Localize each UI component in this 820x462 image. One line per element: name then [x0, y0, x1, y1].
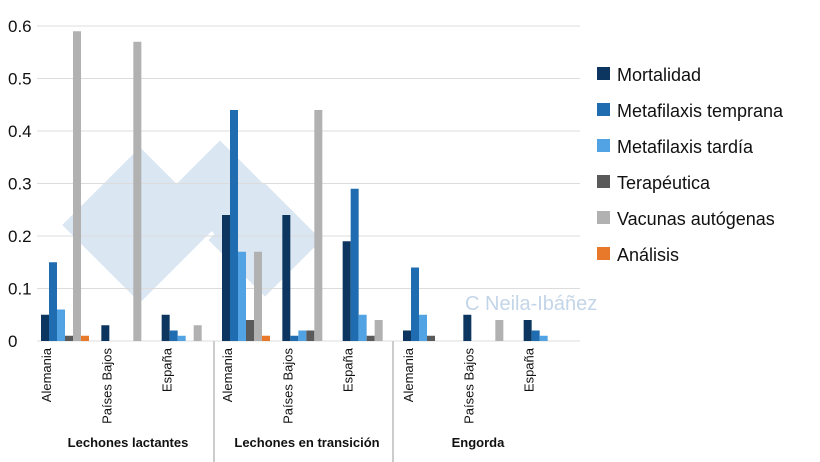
- bar-metafilaxis-temprana: [169, 330, 178, 341]
- bar-mortalidad: [41, 314, 49, 341]
- bar-metafilaxis-tardía: [238, 251, 246, 341]
- legend-swatch: [597, 67, 610, 80]
- bar-metafilaxis-tardía: [419, 314, 427, 341]
- legend-swatch: [597, 211, 610, 224]
- bar-vacunas-autógenas: [254, 251, 262, 341]
- bar-mortalidad: [101, 325, 110, 341]
- bar-vacunas-autógenas: [495, 320, 504, 341]
- category-label: Países Bajos: [99, 348, 114, 424]
- category-label: Alemania: [401, 347, 416, 402]
- category-label: Países Bajos: [461, 348, 476, 424]
- category-label: España: [341, 347, 356, 392]
- bar-metafilaxis-tardía: [57, 309, 65, 341]
- legend-label: Terapéutica: [617, 173, 711, 193]
- legend-swatch: [597, 103, 610, 116]
- bar-mortalidad: [403, 330, 411, 341]
- bar-terapéutica: [306, 330, 315, 341]
- y-tick-label: 0.6: [8, 17, 32, 36]
- y-tick-label: 0.2: [8, 227, 32, 246]
- bar-mortalidad: [282, 215, 291, 341]
- bar-metafilaxis-temprana: [230, 110, 238, 341]
- group-label: Lechones lactantes: [68, 435, 189, 450]
- bar-metafilaxis-tardía: [298, 330, 307, 341]
- bar-vacunas-autógenas: [133, 41, 142, 341]
- y-tick-label: 0.4: [8, 122, 32, 141]
- category-label: España: [160, 347, 175, 392]
- bar-mortalidad: [463, 314, 472, 341]
- bar-análisis: [262, 335, 270, 341]
- bar-metafilaxis-tardía: [177, 335, 186, 341]
- legend-swatch: [597, 247, 610, 260]
- group-label: Lechones en transición: [234, 435, 379, 450]
- legend-label: Metafilaxis temprana: [617, 101, 784, 121]
- watermark-text: C Neila-Ibáñez: [465, 293, 597, 315]
- category-label: España: [522, 347, 537, 392]
- bar-metafilaxis-temprana: [49, 262, 57, 341]
- category-label: Países Bajos: [280, 348, 295, 424]
- y-tick-label: 0: [8, 332, 17, 351]
- bar-terapéutica: [366, 335, 375, 341]
- bar-metafilaxis-temprana: [411, 267, 419, 341]
- bar-vacunas-autógenas: [314, 110, 323, 341]
- bar-vacunas-autógenas: [73, 31, 81, 341]
- category-label: Alemania: [220, 347, 235, 402]
- bar-metafilaxis-temprana: [290, 335, 299, 341]
- bar-metafilaxis-temprana: [350, 188, 359, 341]
- bar-metafilaxis-temprana: [531, 330, 540, 341]
- y-tick-label: 0.5: [8, 70, 32, 89]
- bar-mortalidad: [523, 320, 532, 341]
- legend-label: Análisis: [617, 245, 679, 265]
- legend-label: Mortalidad: [617, 65, 701, 85]
- legend-label: Vacunas autógenas: [617, 209, 775, 229]
- bar-metafilaxis-tardía: [358, 314, 367, 341]
- y-tick-label: 0.3: [8, 175, 32, 194]
- bar-mortalidad: [342, 241, 351, 341]
- legend-swatch: [597, 139, 610, 152]
- bar-vacunas-autógenas: [193, 325, 202, 341]
- bar-terapéutica: [246, 320, 254, 341]
- legend-swatch: [597, 175, 610, 188]
- group-label: Engorda: [452, 435, 505, 450]
- bar-metafilaxis-tardía: [539, 335, 548, 341]
- bar-mortalidad: [161, 314, 170, 341]
- category-label: Alemania: [39, 347, 54, 402]
- bar-vacunas-autógenas: [374, 320, 383, 341]
- y-tick-label: 0.1: [8, 280, 32, 299]
- bar-terapéutica: [65, 335, 73, 341]
- legend-label: Metafilaxis tardía: [617, 137, 754, 157]
- bar-mortalidad: [222, 215, 230, 341]
- bar-terapéutica: [427, 335, 435, 341]
- bar-análisis: [81, 335, 89, 341]
